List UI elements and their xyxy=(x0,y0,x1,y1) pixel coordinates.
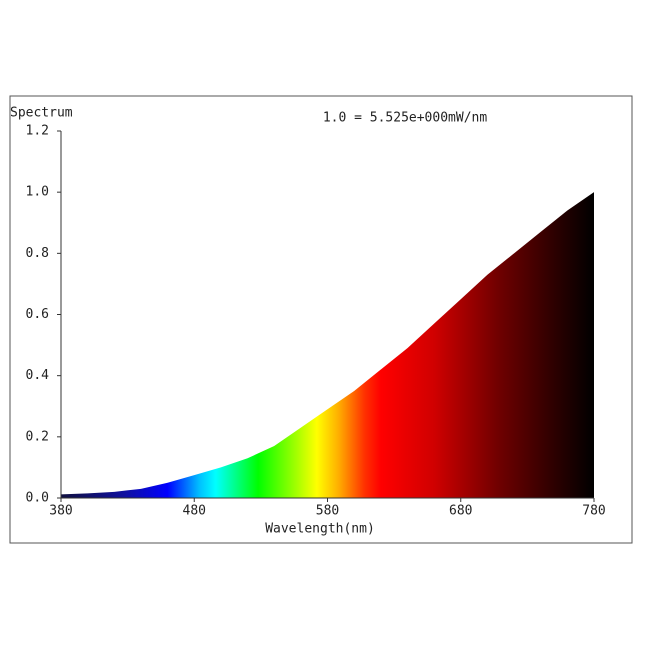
annotation: 1.0 = 5.525e+000mW/nm xyxy=(323,111,488,126)
y-tick-label: 0.8 xyxy=(26,246,49,261)
y-tick-label: 0.0 xyxy=(26,491,49,506)
x-tick-label: 580 xyxy=(316,504,339,519)
x-tick-label: 480 xyxy=(183,504,206,519)
y-tick-label: 1.0 xyxy=(26,185,49,200)
x-axis-label: Wavelength(nm) xyxy=(265,522,375,537)
y-tick-label: 0.4 xyxy=(26,368,50,383)
x-tick-label: 780 xyxy=(582,504,605,519)
chart-title: Spectrum xyxy=(10,106,73,121)
y-tick-label: 0.6 xyxy=(26,307,49,322)
y-tick-label: 0.2 xyxy=(26,429,49,444)
frame xyxy=(9,95,633,544)
y-tick-label: 1.2 xyxy=(26,124,49,139)
spectrum-area xyxy=(61,192,594,498)
x-tick-label: 680 xyxy=(449,504,472,519)
x-tick-label: 380 xyxy=(49,504,72,519)
